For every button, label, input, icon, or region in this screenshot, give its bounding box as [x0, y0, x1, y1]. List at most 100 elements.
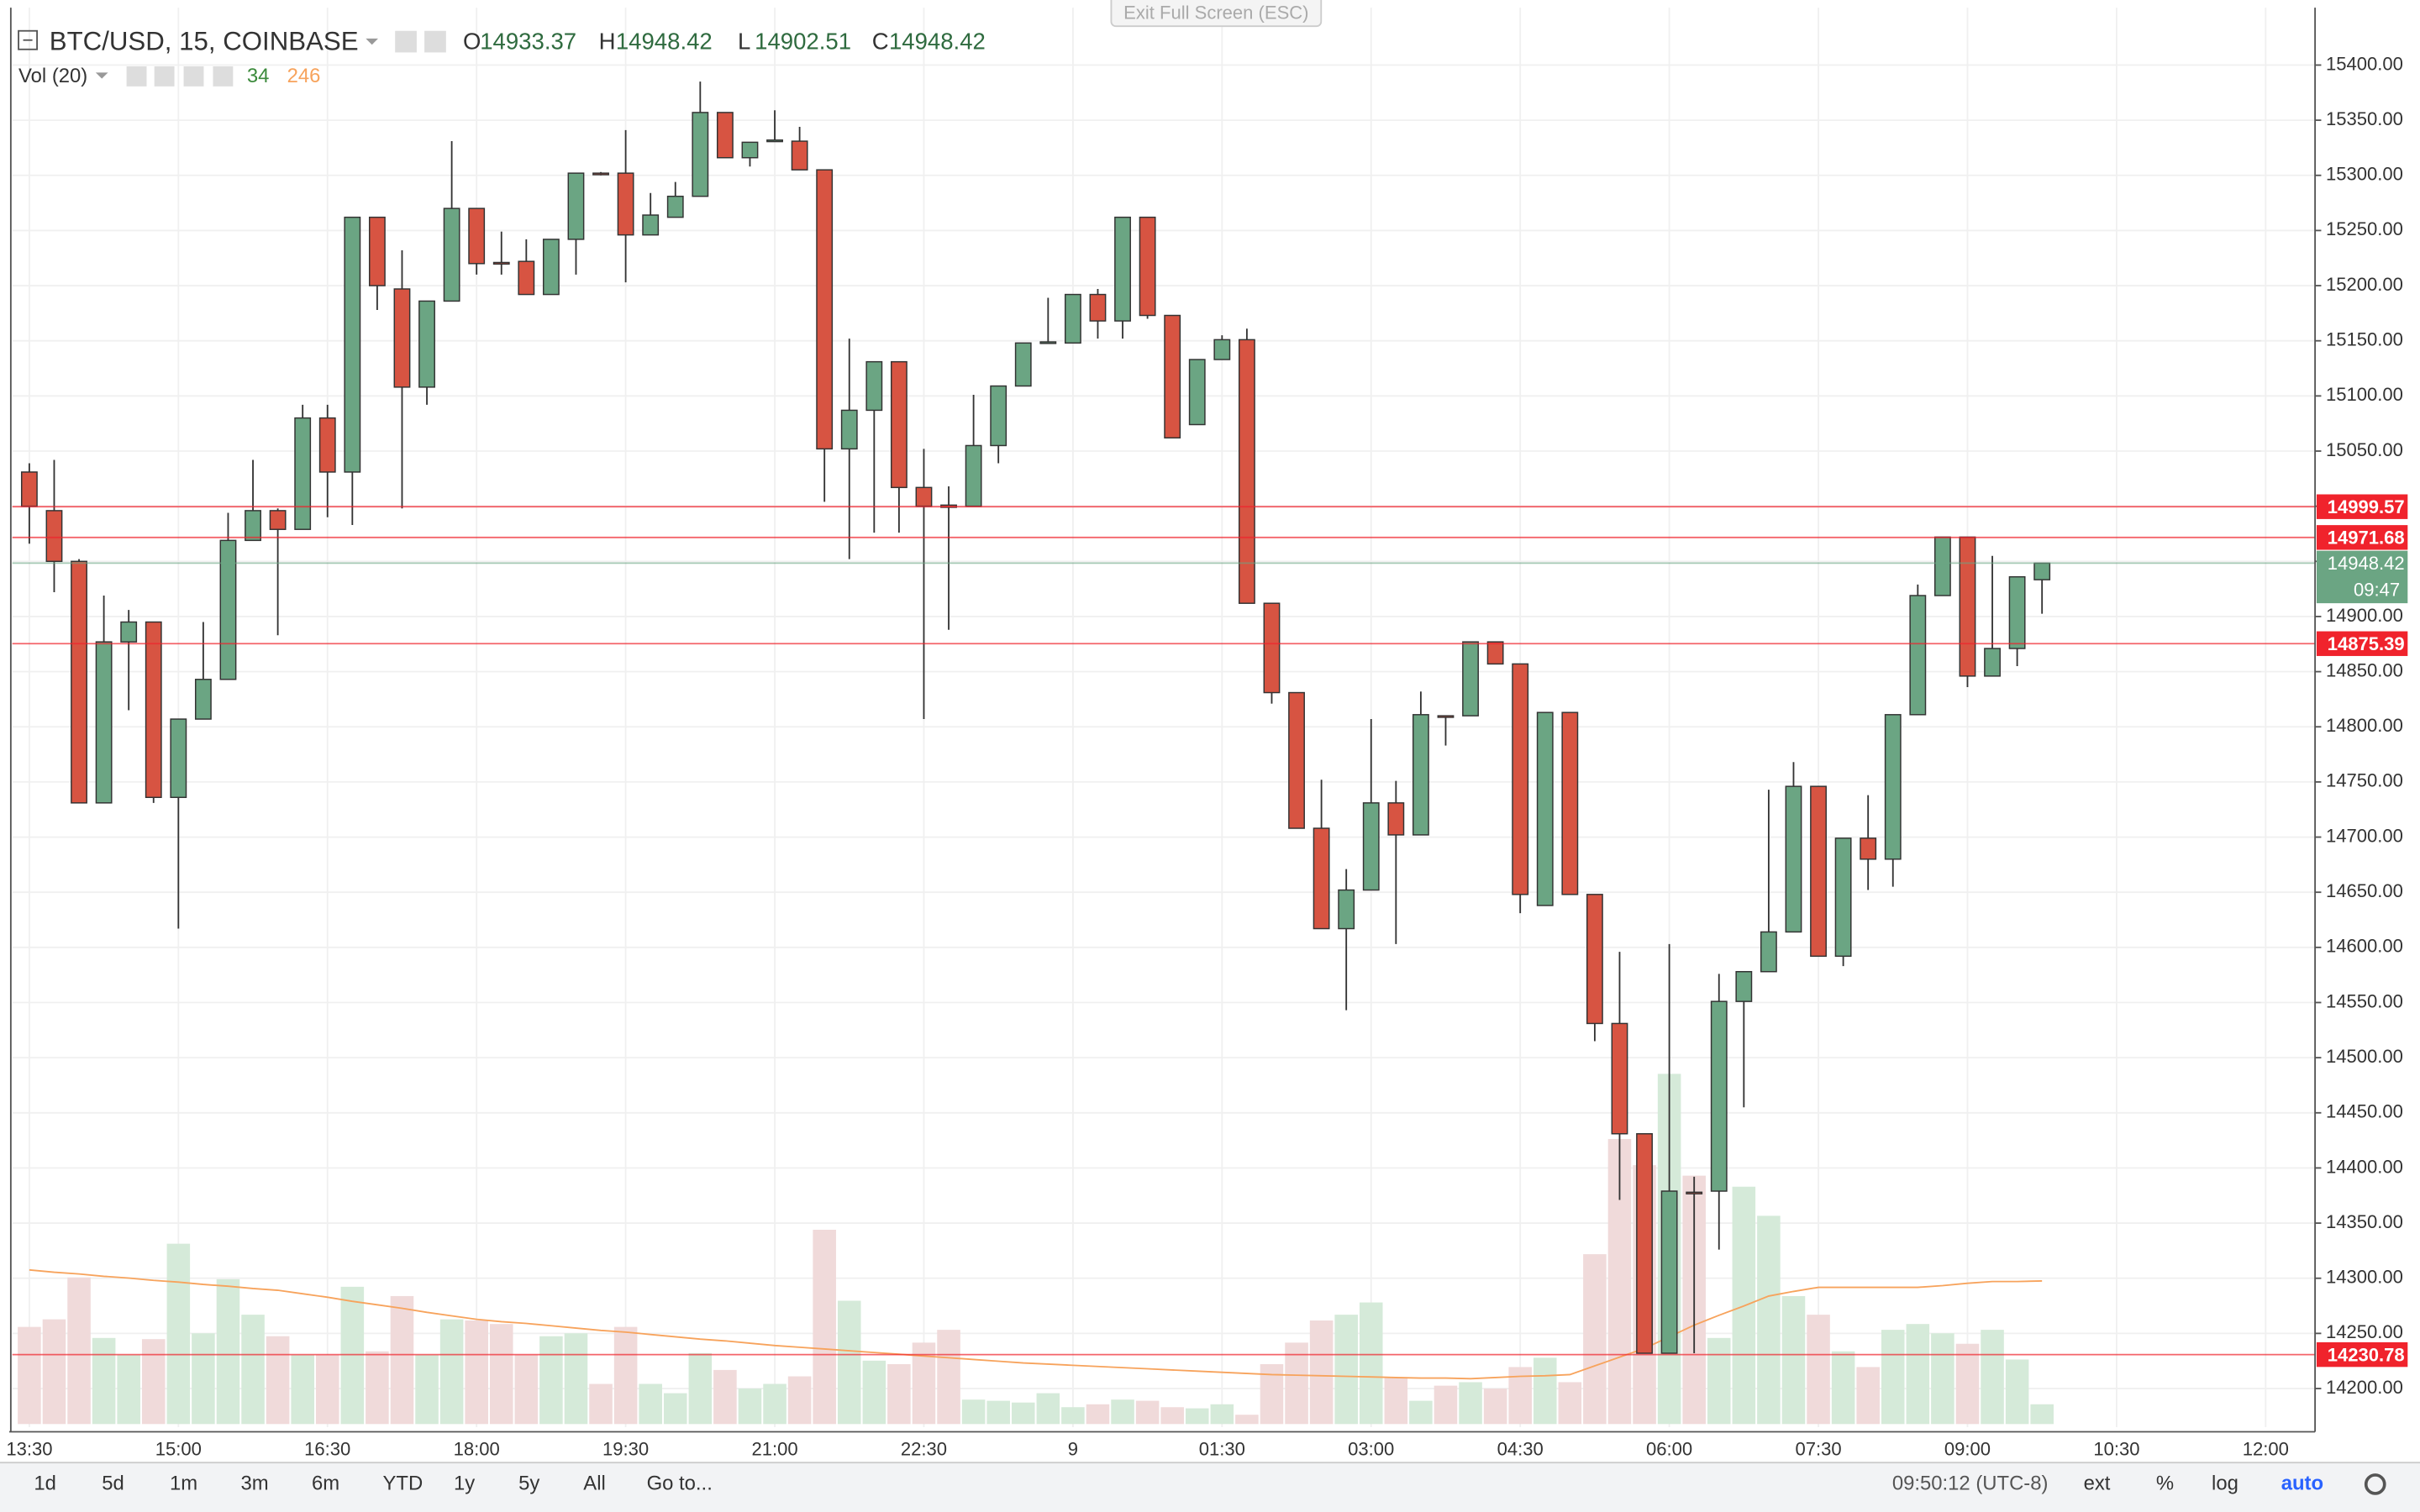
volume-bar — [1558, 1382, 1582, 1425]
range-button[interactable]: 5d — [102, 1472, 124, 1494]
volume-bar — [315, 1354, 339, 1425]
symbol[interactable]: BTC/USD, 15, COINBASE — [50, 27, 359, 56]
volume-bar — [1359, 1302, 1383, 1425]
volume-study[interactable]: Vol (20) — [18, 65, 87, 87]
exit-fullscreen-box[interactable] — [1110, 0, 1323, 28]
goto-button[interactable]: Go to... — [647, 1472, 713, 1494]
range-button[interactable]: 5y — [518, 1472, 539, 1494]
x-tick-label: 19:30 — [602, 1438, 649, 1459]
bottom-toolbar — [0, 1462, 2420, 1512]
x-tick-label: 21:00 — [751, 1438, 797, 1459]
candle-body — [990, 385, 1007, 447]
volume-bar — [1757, 1215, 1781, 1425]
candle-body — [741, 141, 759, 159]
volume-bar — [291, 1354, 314, 1425]
symbol-menu[interactable] — [366, 38, 378, 45]
volume-bar — [1036, 1393, 1060, 1425]
candle-body — [1462, 641, 1479, 717]
study-menu[interactable] — [95, 72, 108, 79]
y-tick-label: 14500.00 — [2326, 1046, 2403, 1067]
toggle-button[interactable]: log — [2212, 1472, 2238, 1494]
candle-body — [170, 718, 187, 799]
study-add[interactable] — [183, 66, 204, 87]
volume-value: 34 — [247, 65, 270, 87]
candle-body — [1064, 293, 1081, 344]
candle-body — [1909, 595, 1927, 716]
candle-body — [766, 139, 783, 143]
range-button[interactable]: 3m — [241, 1472, 269, 1494]
settings-gear[interactable] — [2364, 1473, 2386, 1495]
volume-bar — [1533, 1357, 1557, 1425]
range-button[interactable]: 1y — [454, 1472, 475, 1494]
study-eye[interactable] — [126, 66, 147, 87]
y-tick-label: 14900.00 — [2326, 605, 2403, 626]
volume-bar — [986, 1400, 1010, 1425]
candle-body — [1959, 536, 1976, 677]
candle-body — [120, 621, 138, 643]
ohlc-value: 14948.42 — [889, 29, 986, 55]
volume-bar — [340, 1286, 365, 1425]
volume-bar — [141, 1339, 166, 1425]
x-tick-label: 09:00 — [1944, 1438, 1991, 1459]
countdown: 09:47 — [2354, 579, 2400, 600]
candle-body — [1860, 837, 1877, 860]
y-tick-label: 14650.00 — [2326, 880, 2403, 901]
candle-body — [344, 216, 361, 473]
study-remove[interactable] — [213, 66, 234, 87]
y-tick-label: 15200.00 — [2326, 274, 2403, 295]
y-tick-label: 15150.00 — [2326, 329, 2403, 350]
price-line-label: 14971.68 — [2328, 527, 2405, 548]
candle-body — [1263, 602, 1281, 694]
x-tick-label: 18:00 — [454, 1438, 500, 1459]
candle-body — [219, 539, 237, 680]
volume-bar — [1434, 1385, 1458, 1425]
candle-body — [1188, 359, 1206, 426]
candle-body — [1387, 802, 1405, 836]
x-tick-label: 9 — [1068, 1438, 1078, 1459]
range-button[interactable]: 1m — [170, 1472, 197, 1494]
candle-body — [1884, 714, 1902, 860]
volume-bar — [1981, 1330, 2004, 1425]
x-tick-label: 22:30 — [901, 1438, 947, 1459]
volume-bar — [837, 1300, 861, 1425]
toggle-button[interactable]: auto — [2281, 1472, 2323, 1494]
volume-bar — [1185, 1408, 1209, 1425]
candle-body — [1710, 1000, 1728, 1192]
eye-icon[interactable] — [395, 30, 417, 53]
x-tick-label: 16:30 — [304, 1438, 350, 1459]
volume-bar — [1086, 1404, 1110, 1425]
candle-body — [1660, 1190, 1678, 1354]
candle-body — [1686, 1191, 1703, 1194]
volume-bar — [390, 1295, 414, 1425]
settings-icon[interactable] — [424, 30, 446, 53]
x-tick-label: 15:00 — [155, 1438, 202, 1459]
candle-body — [1362, 802, 1380, 891]
exit-fullscreen[interactable]: Exit Full Screen (ESC) — [1123, 2, 1308, 23]
volume-bar — [738, 1389, 762, 1425]
volume-bar — [763, 1383, 786, 1425]
candle-body — [592, 172, 609, 176]
candle-body — [542, 239, 560, 296]
price-line-tag — [2316, 525, 2408, 550]
study-settings[interactable] — [154, 66, 175, 87]
range-button[interactable]: YTD — [383, 1472, 424, 1494]
candle-body — [1437, 715, 1455, 718]
collapse-icon[interactable] — [18, 29, 38, 50]
range-button[interactable]: 1d — [34, 1472, 56, 1494]
candle-body — [1486, 641, 1504, 665]
volume-pane — [18, 1074, 2054, 1425]
volume-bar — [1235, 1415, 1259, 1425]
range-button[interactable]: All — [583, 1472, 606, 1494]
volume-bar — [1781, 1295, 1806, 1425]
toggle-button[interactable]: % — [2156, 1472, 2174, 1494]
toggle-button[interactable]: ext — [2084, 1472, 2111, 1494]
candle-body — [71, 560, 87, 804]
y-tick-label: 14350.00 — [2326, 1211, 2403, 1232]
time-axis: 13:30 15:00 16:30 18:00 19:30 21:00 22:30 9 01:3… — [6, 1438, 2289, 1459]
volume-bar — [366, 1351, 389, 1425]
x-tick-label: 07:30 — [1795, 1438, 1841, 1459]
candle-body — [791, 140, 808, 171]
volume-bar — [937, 1330, 960, 1425]
range-button[interactable]: 6m — [312, 1472, 339, 1494]
